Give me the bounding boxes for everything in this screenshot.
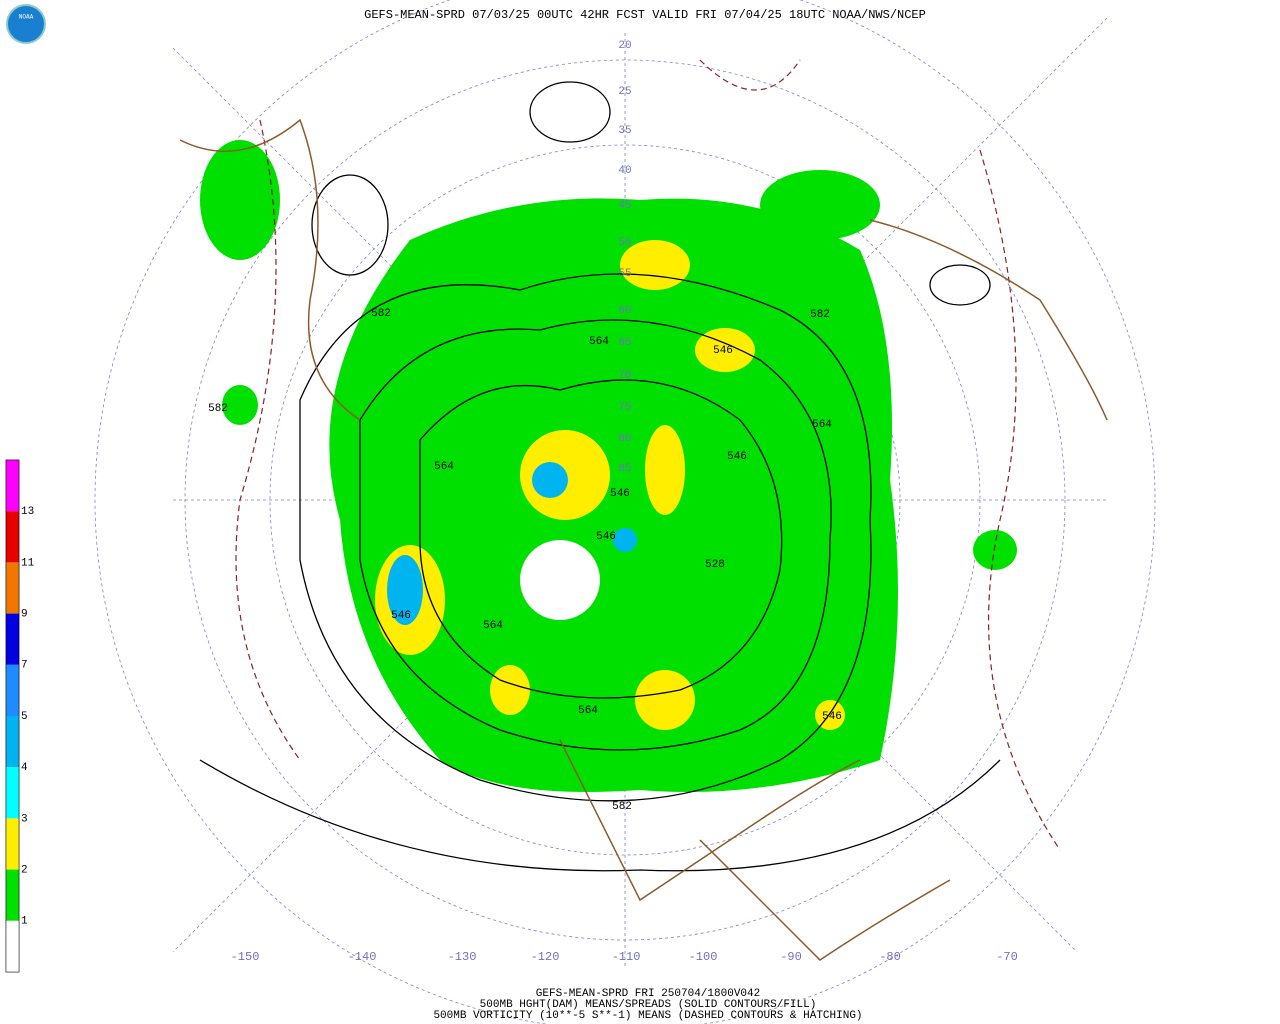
logo-circle — [6, 4, 46, 44]
lat-label: 85 — [618, 463, 631, 475]
colorbar-label: 2 — [21, 865, 28, 877]
lon-label: -110 — [612, 950, 641, 964]
spread-cyan — [387, 462, 637, 625]
lon-label: -150 — [231, 950, 260, 964]
vorticity-contours — [235, 59, 1061, 851]
colorbar-segment — [6, 460, 19, 512]
logo-text: NOAA — [19, 14, 34, 21]
colorbar-label: 11 — [21, 557, 35, 569]
contour-label: 564 — [578, 705, 598, 717]
contour-label: 564 — [589, 336, 609, 348]
logo: NOAA — [6, 4, 46, 44]
lon-label: -120 — [531, 950, 560, 964]
lat-label: 80 — [618, 433, 631, 445]
lon-label: -70 — [996, 950, 1018, 964]
contour-label: 546 — [727, 451, 747, 463]
colorbar-segment — [6, 818, 19, 870]
spread-fill — [200, 140, 280, 260]
contour-label: 582 — [208, 403, 228, 415]
contour-label: 546 — [713, 345, 733, 357]
lat-label: 75 — [618, 402, 631, 414]
colorbar-label: 9 — [21, 609, 28, 621]
map-area — [94, 0, 1156, 1024]
colorbar-frame — [5, 459, 20, 973]
footer-line: GEFS-MEAN-SPRD FRI 250704/1800V042 — [536, 988, 760, 1000]
lat-label: 70 — [618, 370, 631, 382]
contour-label: 546 — [610, 488, 630, 500]
colorbar-label: 13 — [21, 506, 34, 518]
lat-label: 50 — [618, 237, 631, 249]
colorbar-label: 4 — [21, 762, 28, 774]
contour-label: 564 — [483, 620, 503, 632]
spread-fill — [973, 530, 1017, 570]
contour-label: 546 — [391, 610, 411, 622]
spread-fill — [222, 385, 258, 425]
colorbar-segment — [6, 920, 19, 972]
contour-label: 546 — [822, 711, 842, 723]
lat-label: 35 — [618, 125, 631, 137]
lat-label: 45 — [618, 200, 631, 212]
title: GEFS-MEAN-SPRD 07/03/25 00UTC 42HR FCST … — [364, 8, 926, 22]
contour-label: 564 — [812, 419, 832, 431]
colorbar-segment — [6, 716, 19, 768]
footer-line: 500MB VORTICITY (10**-5 S**-1) MEANS (DA… — [433, 1010, 862, 1022]
footer-line: 500MB HGHT(DAM) MEANS/SPREADS (SOLID CON… — [480, 999, 817, 1011]
colorbar-segment — [6, 869, 19, 921]
colorbar-segment — [6, 613, 19, 665]
lat-label: 55 — [618, 268, 631, 280]
colorbar-segment — [6, 562, 19, 614]
spread-fill — [329, 198, 898, 792]
colorbar-label: 5 — [21, 711, 28, 723]
contour-label: 582 — [612, 801, 632, 813]
lat-label: 65 — [618, 337, 631, 349]
lon-label: -90 — [780, 950, 802, 964]
colorbar-label: 3 — [21, 813, 28, 825]
contour-label: 582 — [371, 308, 391, 320]
contour-label: 564 — [434, 461, 454, 473]
contour-label: 582 — [810, 309, 830, 321]
lat-label: 20 — [618, 40, 631, 52]
lon-label: -140 — [348, 950, 377, 964]
lat-label: 25 — [618, 86, 631, 98]
lon-label: -130 — [448, 950, 477, 964]
gap — [520, 540, 600, 620]
colorbar-label: 7 — [21, 660, 28, 672]
contour-label: 528 — [705, 559, 725, 571]
colorbar-segment — [6, 511, 19, 563]
contour-label: 546 — [596, 531, 616, 543]
lat-label: 60 — [618, 305, 631, 317]
lon-label: -100 — [689, 950, 718, 964]
height-contours — [199, 81, 1001, 872]
colorbar-label: 1 — [21, 916, 28, 928]
lon-label: -80 — [879, 950, 901, 964]
spread-fill — [760, 170, 880, 240]
coastlines — [179, 118, 1108, 961]
colorbar-segment — [6, 664, 19, 716]
colorbar-segment — [6, 767, 19, 819]
lat-label: 40 — [618, 165, 631, 177]
